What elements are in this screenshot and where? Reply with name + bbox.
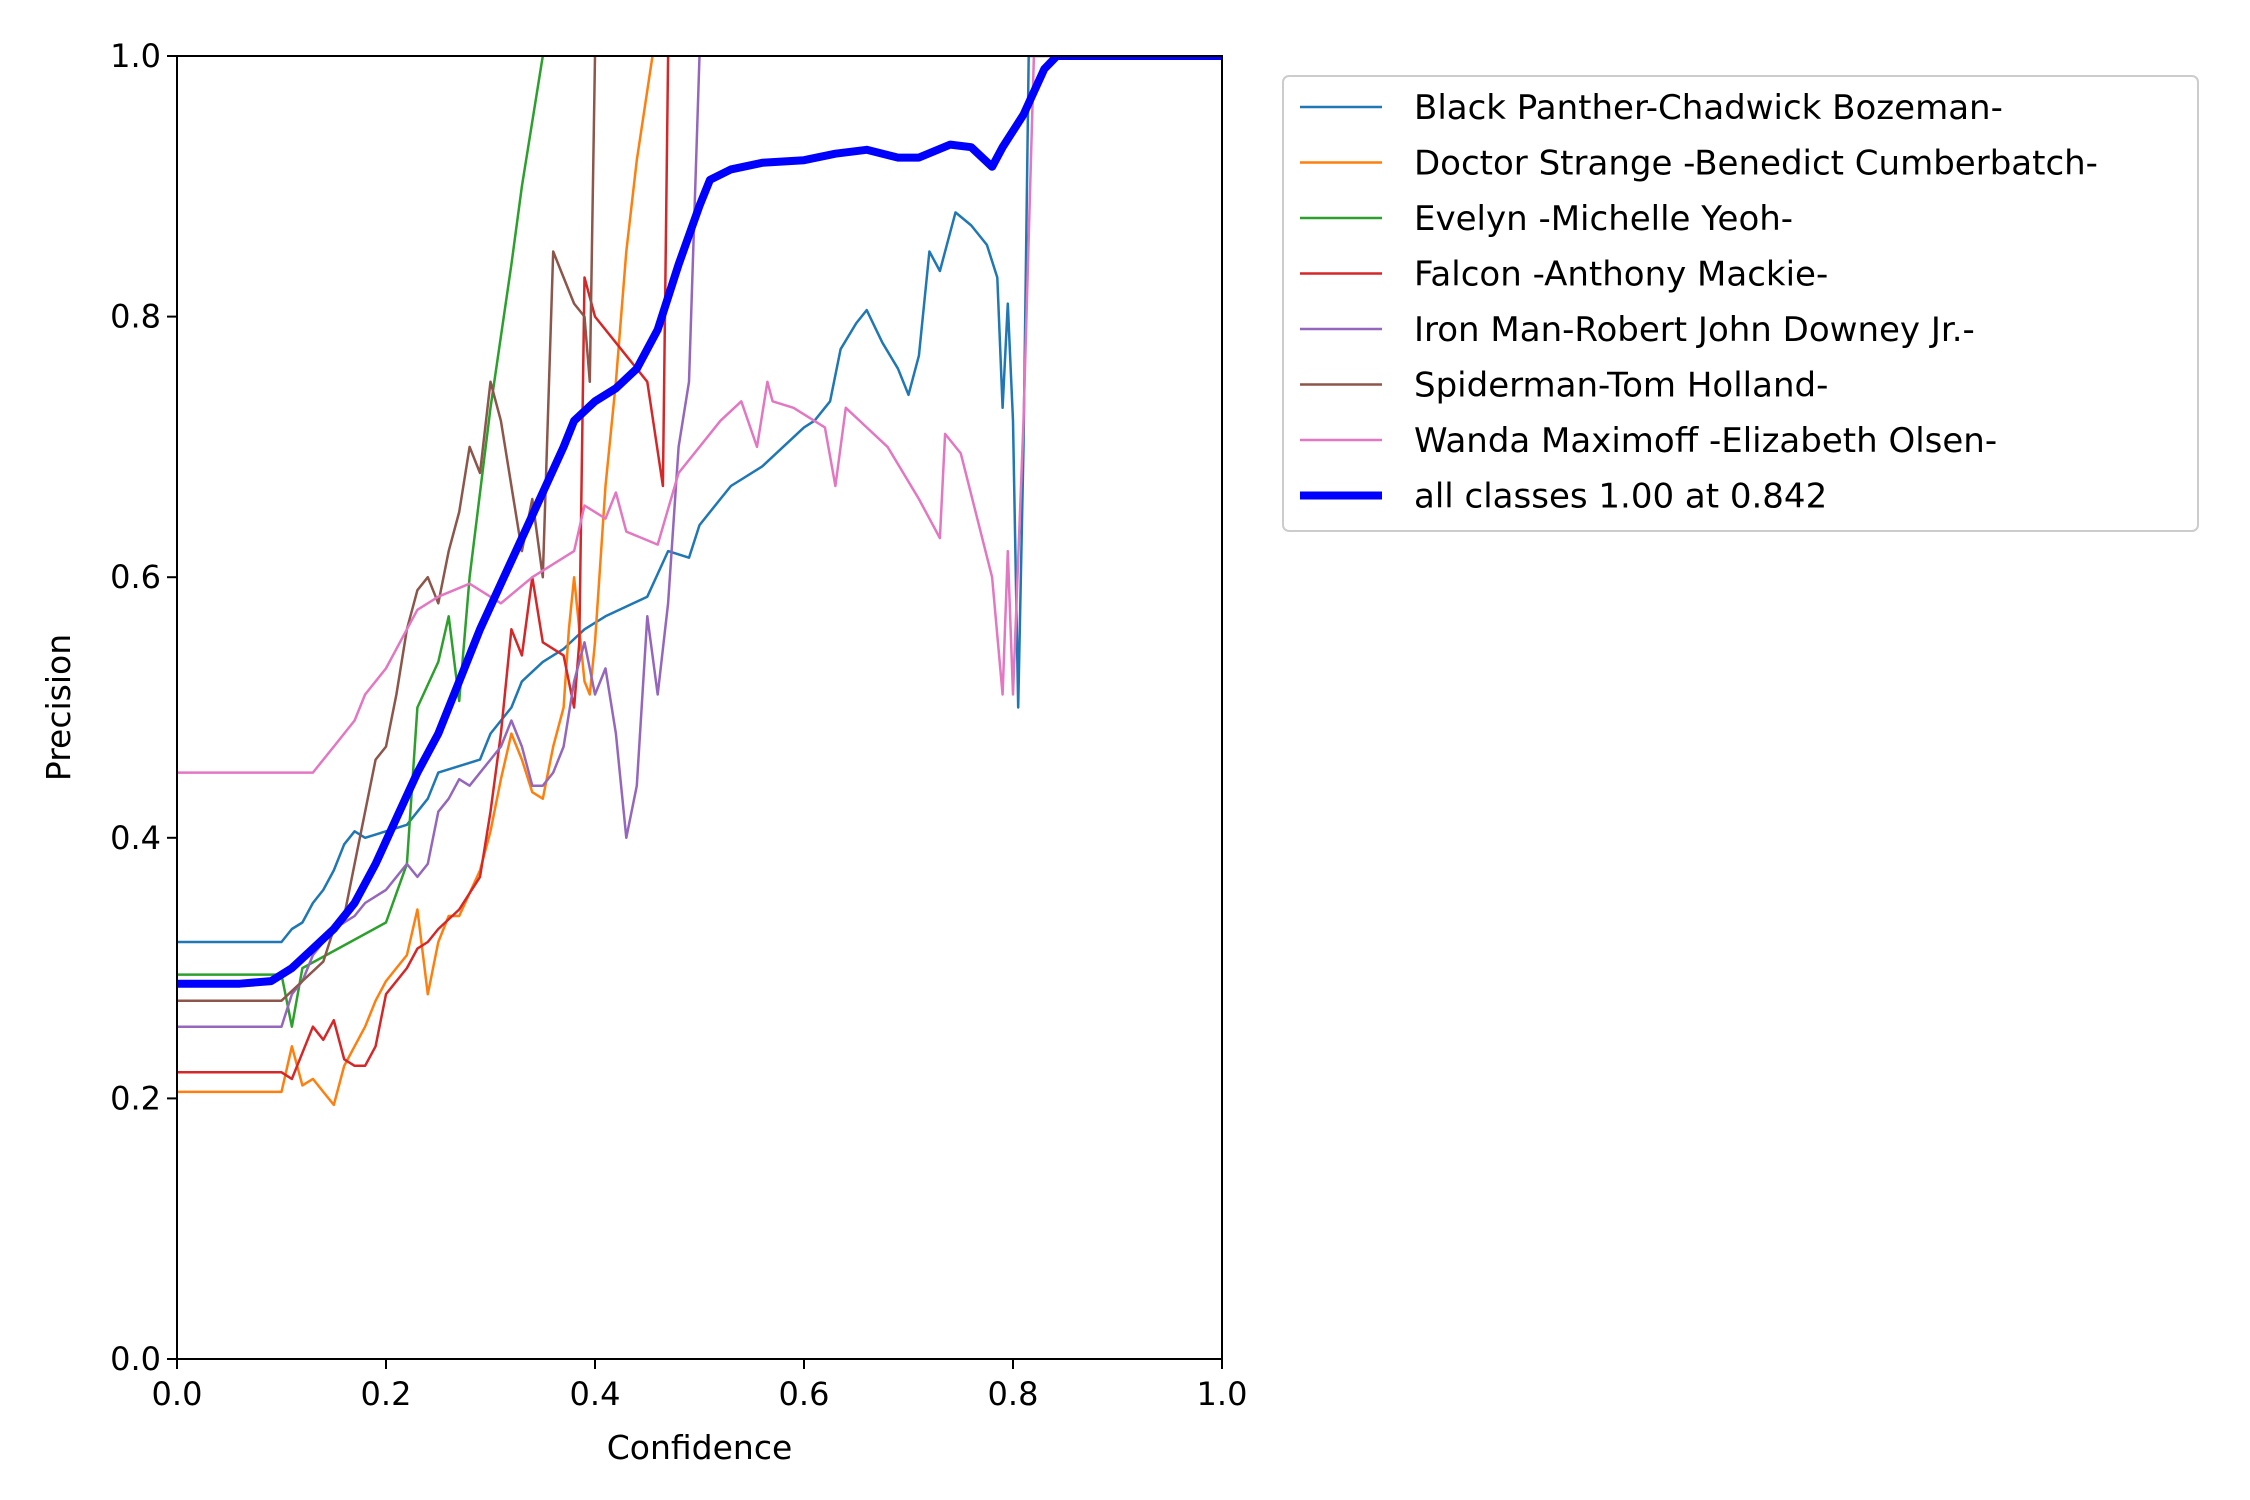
y-tick-label: 0.0 [110, 1340, 161, 1378]
legend-label: all classes 1.00 at 0.842 [1414, 477, 1827, 517]
series-line-1 [177, 56, 1222, 944]
y-tick-label: 0.2 [110, 1079, 161, 1117]
legend-entry: Iron Man-Robert John Downey Jr.- [1300, 310, 1975, 350]
legend-entries: Black Panther-Chadwick Bozeman- Doctor St… [1300, 88, 2098, 517]
y-tick-label: 0.4 [110, 819, 161, 857]
legend-entry: Wanda Maximoff -Elizabeth Olsen- [1300, 421, 1997, 461]
x-axis: 0.0 0.2 0.4 0.6 0.8 1.0 [152, 1359, 1248, 1413]
x-tick-label: 0.4 [570, 1375, 621, 1413]
series-line-4 [177, 56, 670, 1081]
x-tick-label: 0.0 [152, 1375, 203, 1413]
series-line-6 [177, 56, 597, 1002]
y-tick-label: 0.8 [110, 298, 161, 336]
x-tick-label: 0.2 [361, 1375, 412, 1413]
legend-label: Spiderman-Tom Holland- [1414, 366, 1828, 406]
series-line-7 [177, 56, 1222, 774]
legend-box [1282, 75, 2199, 532]
legend-entry: Black Panther-Chadwick Bozeman- [1300, 88, 2003, 128]
plot-frame [176, 55, 1223, 1360]
y-tick-label: 1.0 [110, 37, 161, 75]
legend-entry: all classes 1.00 at 0.842 [1300, 477, 1827, 517]
legend-label: Doctor Strange -Benedict Cumberbatch- [1414, 144, 2098, 184]
series-line-3 [177, 56, 545, 1028]
legend-label: Iron Man-Robert John Downey Jr.- [1414, 310, 1975, 350]
plot-lines [177, 56, 1222, 1107]
x-tick-label: 0.8 [988, 1375, 1039, 1413]
legend-entry: Falcon -Anthony Mackie- [1300, 255, 1828, 295]
x-tick-label: 0.6 [779, 1375, 830, 1413]
series-line-5 [177, 56, 701, 1028]
legend: Black Panther-Chadwick Bozeman- Doctor St… [1282, 75, 2199, 532]
legend-entry: Doctor Strange -Benedict Cumberbatch- [1300, 144, 2098, 184]
legend-entry: Spiderman-Tom Holland- [1300, 366, 1828, 406]
y-axis: 0.0 0.2 0.4 0.6 0.8 1.0 [110, 37, 177, 1378]
x-tick-label: 1.0 [1197, 1375, 1248, 1413]
legend-label: Wanda Maximoff -Elizabeth Olsen- [1414, 421, 1997, 461]
x-axis-title: Confidence [607, 1428, 793, 1467]
legend-entry: Evelyn -Michelle Yeoh- [1300, 199, 1793, 239]
y-axis-title: Precision [39, 634, 78, 781]
y-tick-label: 0.6 [110, 558, 161, 596]
series-line-8 [177, 56, 1222, 988]
legend-label: Evelyn -Michelle Yeoh- [1414, 199, 1793, 239]
legend-label: Black Panther-Chadwick Bozeman- [1414, 88, 2003, 128]
legend-label: Falcon -Anthony Mackie- [1414, 255, 1828, 295]
